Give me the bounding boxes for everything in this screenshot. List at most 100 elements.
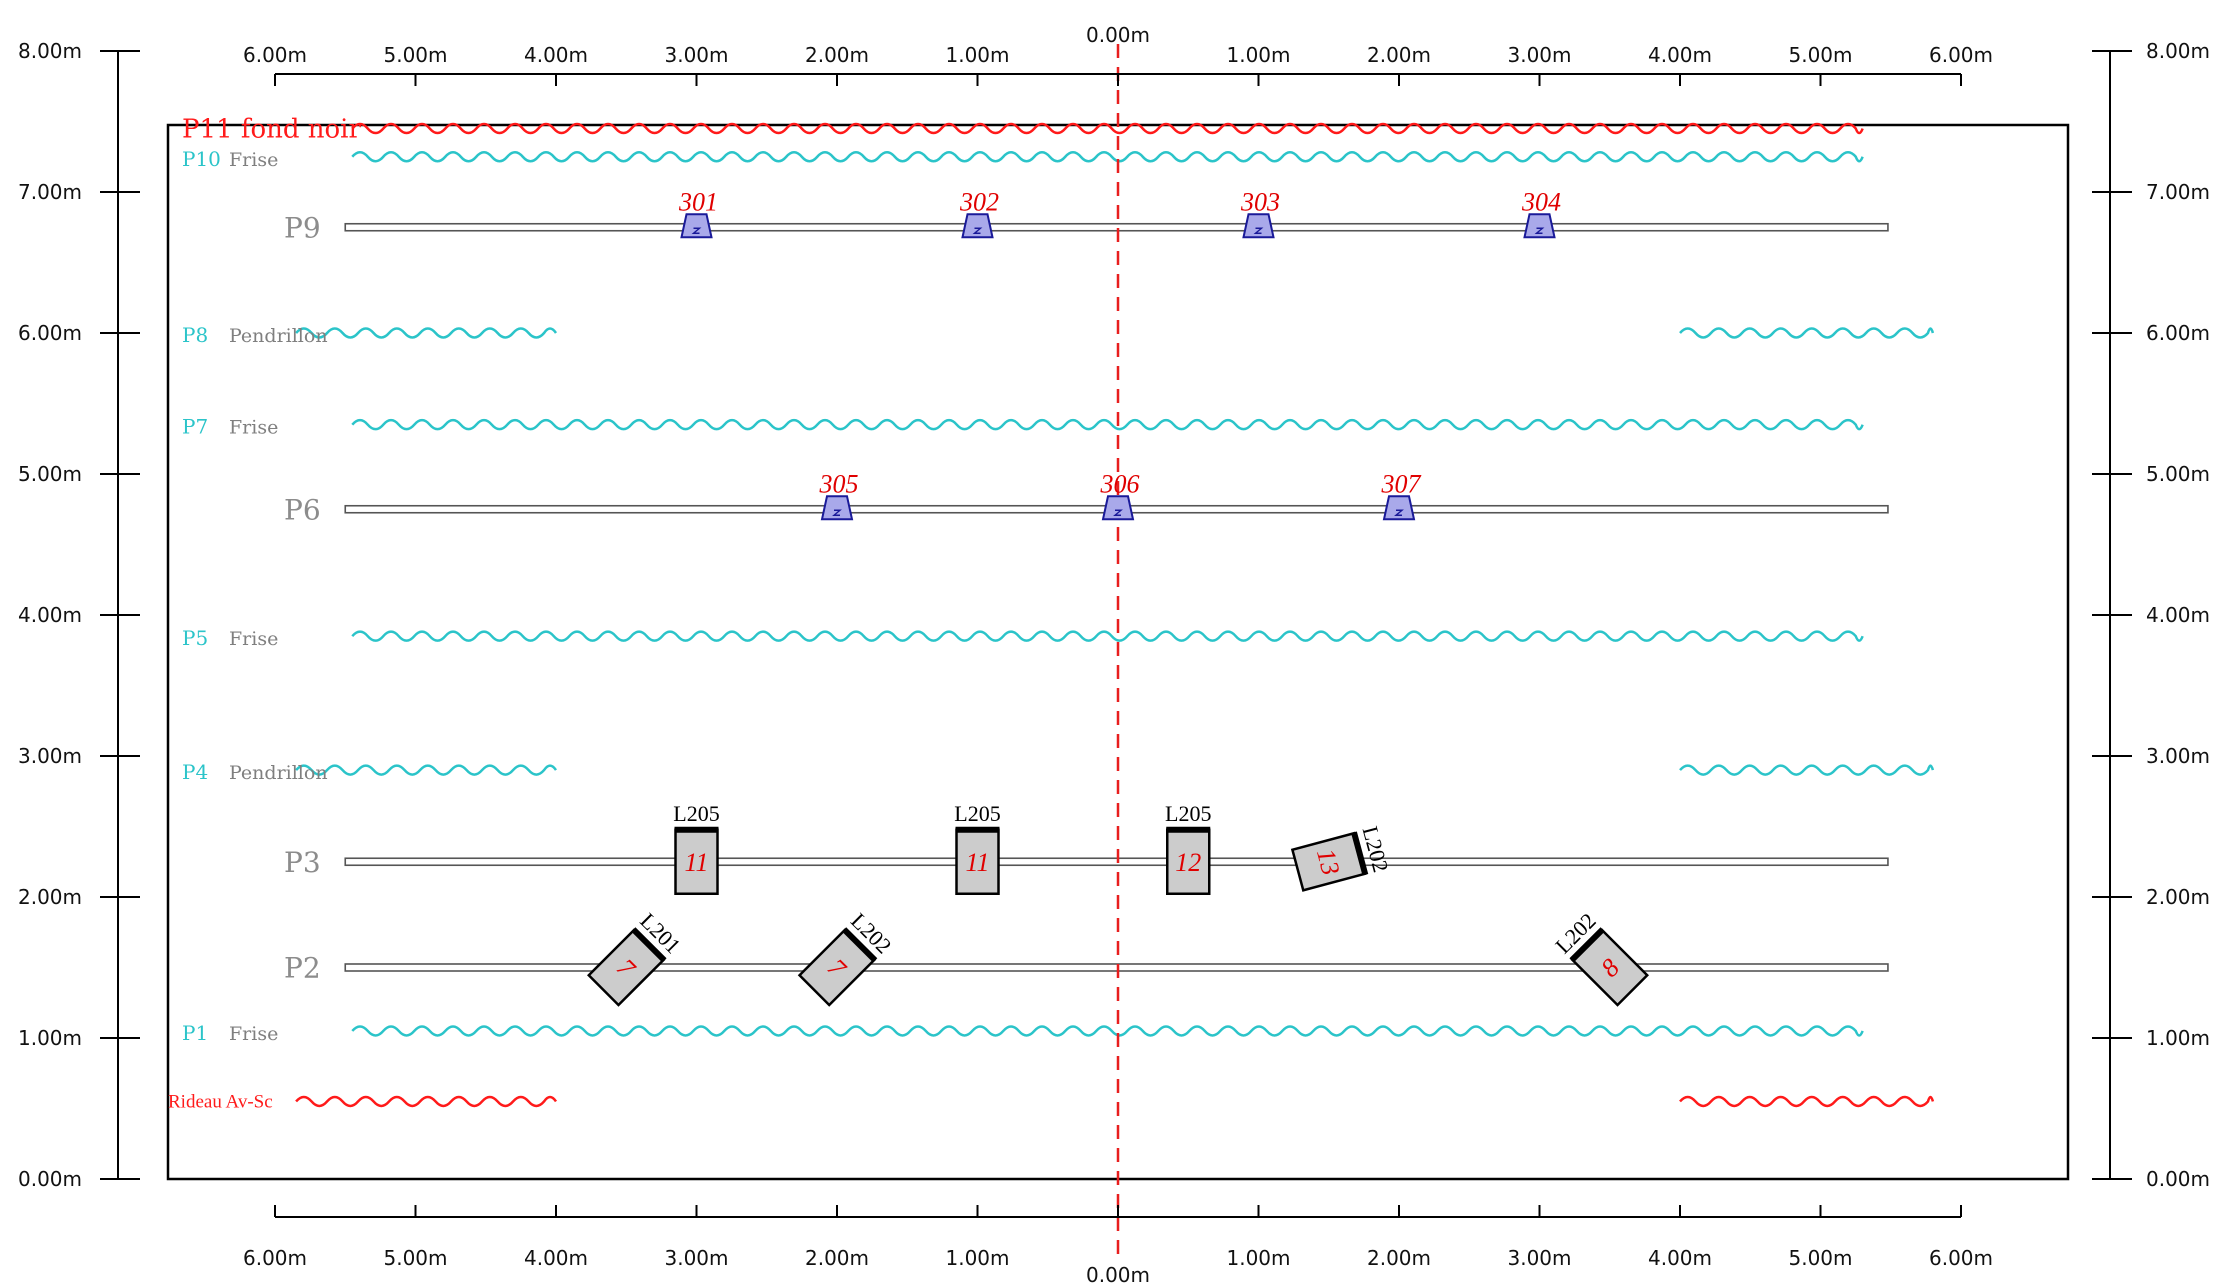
fixture-number: 301 xyxy=(678,187,718,216)
plane-number-label: P7 xyxy=(182,415,208,439)
spot-type-label: L205 xyxy=(673,801,719,826)
spot-channel: 12 xyxy=(1175,848,1201,877)
right-axis-tick-label: 3.00m xyxy=(2146,744,2210,768)
fixture-number: 306 xyxy=(1100,469,1140,498)
plane-name-label: Pendrillon xyxy=(229,325,328,347)
curtain-right-rideau-av-sc xyxy=(1679,1095,1935,1108)
fixture-body xyxy=(1523,213,1556,239)
pipe-label: P9 xyxy=(284,211,321,244)
top-axis-tick-label: 2.00m xyxy=(805,43,869,67)
fixture-number: 302 xyxy=(959,187,999,216)
pipe-bar xyxy=(344,857,1889,867)
fixture-304: 304 xyxy=(1521,187,1561,239)
plane-name-label: Rideau Av-Sc xyxy=(168,1091,273,1112)
bottom-axis-tick-label: 6.00m xyxy=(1929,1246,1993,1270)
curtain-frise xyxy=(351,418,1864,431)
fixture-glyph xyxy=(832,509,842,516)
top-axis-tick-label: 4.00m xyxy=(1648,43,1712,67)
spot-type-label: L205 xyxy=(1165,801,1211,826)
top-axis-tick-label: 1.00m xyxy=(1226,43,1290,67)
plane-name-label: Frise xyxy=(229,149,278,171)
top-axis-tick-label: 4.00m xyxy=(524,43,588,67)
curtain-frise xyxy=(351,1025,1864,1037)
curtain-frise xyxy=(351,630,1864,642)
left-axis-tick-label: 4.00m xyxy=(18,603,82,627)
spot-l205-3: 12 L205 xyxy=(1165,801,1211,895)
fixture-glyph xyxy=(1113,509,1123,516)
fixture-307: 307 xyxy=(1381,469,1422,521)
plane-name-label: Frise xyxy=(229,417,278,439)
fixture-glyph xyxy=(1394,509,1404,516)
plane-name-label: Pendrillon xyxy=(229,762,328,784)
fixture-number: 303 xyxy=(1240,187,1280,216)
spot-body xyxy=(955,828,1000,895)
spot-lens-bar xyxy=(631,927,667,963)
fixture-305: 305 xyxy=(819,469,859,521)
top-axis-tick-label: 6.00m xyxy=(243,43,307,67)
top-axis-tick-label: 6.00m xyxy=(1929,43,1993,67)
fixtures-layer: 301 302 303 304 305 306 307 xyxy=(678,187,1561,521)
right-axis-tick-label: 7.00m xyxy=(2146,180,2210,204)
curtain-fond-noir xyxy=(351,122,1864,135)
pipes-layer: P9 P6 P3 P2 xyxy=(284,211,1889,985)
spot-l202-4: 13 L202 xyxy=(1290,824,1394,892)
curtain-left-pendrillon xyxy=(295,327,558,339)
bottom-axis-tick-label: 3.00m xyxy=(1507,1246,1571,1270)
fixture-306: 306 xyxy=(1100,469,1140,521)
fixture-body xyxy=(680,213,713,239)
left-axis-tick-label: 5.00m xyxy=(18,462,82,486)
fixture-number: 304 xyxy=(1521,187,1561,216)
fixture-number: 305 xyxy=(819,469,859,498)
right-axis-tick-label: 4.00m xyxy=(2146,603,2210,627)
fixture-body xyxy=(1242,213,1275,239)
spot-l205-1: 11 L205 xyxy=(673,801,720,895)
plane-name-label: Frise xyxy=(229,1023,278,1045)
right-axis-tick-label: 8.00m xyxy=(2146,39,2210,63)
axes-layer: 6.00m 6.00m 5.00m 5.00m 4.00m 4.00m 3.00m 3.00m… xyxy=(18,23,2210,1286)
bottom-axis-tick-label: 4.00m xyxy=(1648,1246,1712,1270)
spot-lens-bar xyxy=(955,826,1000,833)
bottom-axis-tick-label: 3.00m xyxy=(664,1246,728,1270)
fixture-body xyxy=(820,495,854,521)
top-axis-tick-label: 5.00m xyxy=(383,43,447,67)
fixture-302: 302 xyxy=(959,187,999,239)
pipe-bar xyxy=(344,963,1889,972)
right-axis-tick-label: 6.00m xyxy=(2146,321,2210,345)
right-axis-tick-label: 0.00m xyxy=(2146,1167,2210,1191)
plane-number-label: P8 xyxy=(182,323,208,347)
curtain-left-rideau-av-sc xyxy=(295,1095,558,1108)
spot-channel: 11 xyxy=(684,848,708,877)
spot-type-label: L205 xyxy=(954,801,1000,826)
right-axis-tick-label: 2.00m xyxy=(2146,885,2210,909)
bottom-axis-tick-label: 4.00m xyxy=(524,1246,588,1270)
spot-lens-bar xyxy=(841,927,878,963)
spot-lens-bar xyxy=(674,826,719,833)
spot-lens-bar xyxy=(1569,927,1605,963)
curtain-right-pendrillon xyxy=(1679,327,1935,339)
fixture-glyph xyxy=(691,227,702,234)
pipe-label: P3 xyxy=(284,846,321,879)
fixture-glyph xyxy=(1253,227,1264,234)
top-axis-tick-label: 2.00m xyxy=(1367,43,1431,67)
pipe-label: P6 xyxy=(284,493,321,526)
pipe-bar xyxy=(344,222,1889,232)
right-axis-tick-label: 5.00m xyxy=(2146,462,2210,486)
bottom-axis-tick-label: 1.00m xyxy=(945,1246,1009,1270)
plane-label: P11 fond noir xyxy=(182,115,361,145)
fixture-301: 301 xyxy=(678,187,718,239)
bottom-axis-tick-label: 1.00m xyxy=(1226,1246,1290,1270)
spot-lens-bar xyxy=(1351,831,1369,876)
spot-l205-2: 11 L205 xyxy=(954,801,1001,895)
left-axis-tick-label: 8.00m xyxy=(18,39,82,63)
left-axis-tick-label: 1.00m xyxy=(18,1026,82,1050)
plane-number-label: P1 xyxy=(182,1021,208,1045)
curtain-right-pendrillon xyxy=(1679,764,1935,776)
fixture-glyph xyxy=(972,227,983,234)
